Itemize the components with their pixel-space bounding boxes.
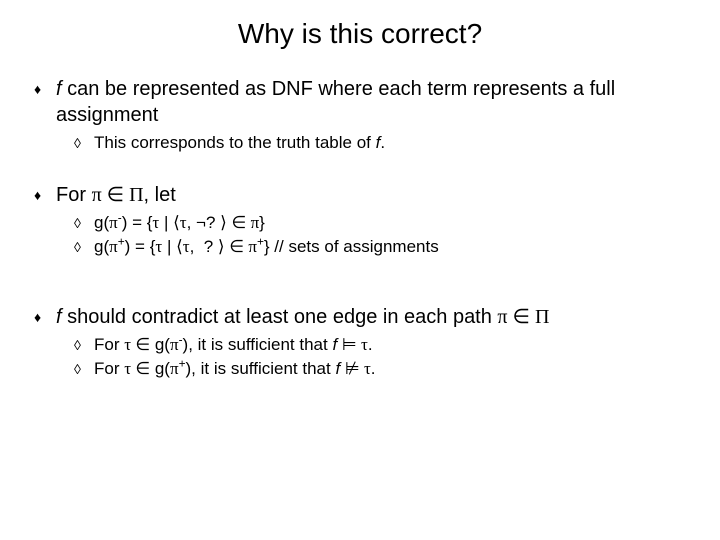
list-item-text: f should contradict at least one edge in…	[56, 304, 549, 330]
sub-list-item: ◊For τ ∈ g(π-), it is sufficient that f …	[74, 334, 686, 356]
bullet-list: ♦f can be represented as DNF where each …	[34, 76, 686, 380]
diamond-open-icon: ◊	[74, 334, 94, 356]
diamond-open-icon: ◊	[74, 212, 94, 234]
sub-list-item: ◊g(π-) = {τ | ⟨τ, ¬? ⟩ ∈ π}	[74, 212, 686, 234]
diamond-open-icon: ◊	[74, 358, 94, 380]
list-item-text: For π ∈ Π, let	[56, 182, 176, 208]
list-item-text: f can be represented as DNF where each t…	[56, 76, 686, 128]
sub-list-item-text: This corresponds to the truth table of f…	[94, 132, 385, 154]
sub-list-item-text: g(π+) = {τ | ⟨τ, ? ⟩ ∈ π+} // sets of as…	[94, 236, 439, 258]
sub-list-item-text: For τ ∈ g(π+), it is sufficient that f ⊭…	[94, 358, 376, 380]
sub-list-item: ◊For τ ∈ g(π+), it is sufficient that f …	[74, 358, 686, 380]
diamond-filled-icon: ♦	[34, 76, 56, 128]
sub-list-item-text: g(π-) = {τ | ⟨τ, ¬? ⟩ ∈ π}	[94, 212, 265, 234]
list-item: ♦f can be represented as DNF where each …	[34, 76, 686, 154]
sub-list-item-row: ◊For τ ∈ g(π-), it is sufficient that f …	[74, 334, 686, 356]
diamond-filled-icon: ♦	[34, 182, 56, 208]
sub-list: ◊g(π-) = {τ | ⟨τ, ¬? ⟩ ∈ π}◊g(π+) = {τ |…	[34, 212, 686, 258]
list-item-row: ♦f can be represented as DNF where each …	[34, 76, 686, 128]
diamond-open-icon: ◊	[74, 236, 94, 258]
sub-list-item-row: ◊This corresponds to the truth table of …	[74, 132, 686, 154]
list-item-row: ♦For π ∈ Π, let	[34, 182, 686, 208]
sub-list-item: ◊This corresponds to the truth table of …	[74, 132, 686, 154]
sub-list: ◊For τ ∈ g(π-), it is sufficient that f …	[34, 334, 686, 380]
sub-list-item-text: For τ ∈ g(π-), it is sufficient that f ⊨…	[94, 334, 373, 356]
sub-list-item-row: ◊g(π-) = {τ | ⟨τ, ¬? ⟩ ∈ π}	[74, 212, 686, 234]
sub-list-item-row: ◊For τ ∈ g(π+), it is sufficient that f …	[74, 358, 686, 380]
list-item: ♦For π ∈ Π, let ◊g(π-) = {τ | ⟨τ, ¬? ⟩ ∈ …	[34, 182, 686, 258]
list-item-row: ♦f should contradict at least one edge i…	[34, 304, 686, 330]
diamond-open-icon: ◊	[74, 132, 94, 154]
diamond-filled-icon: ♦	[34, 304, 56, 330]
sub-list-item-row: ◊g(π+) = {τ | ⟨τ, ? ⟩ ∈ π+} // sets of a…	[74, 236, 686, 258]
sub-list: ◊This corresponds to the truth table of …	[34, 132, 686, 154]
slide-title: Why is this correct?	[34, 18, 686, 50]
slide: Why is this correct? ♦f can be represent…	[0, 0, 720, 540]
list-item: ♦f should contradict at least one edge i…	[34, 304, 686, 380]
sub-list-item: ◊g(π+) = {τ | ⟨τ, ? ⟩ ∈ π+} // sets of a…	[74, 236, 686, 258]
